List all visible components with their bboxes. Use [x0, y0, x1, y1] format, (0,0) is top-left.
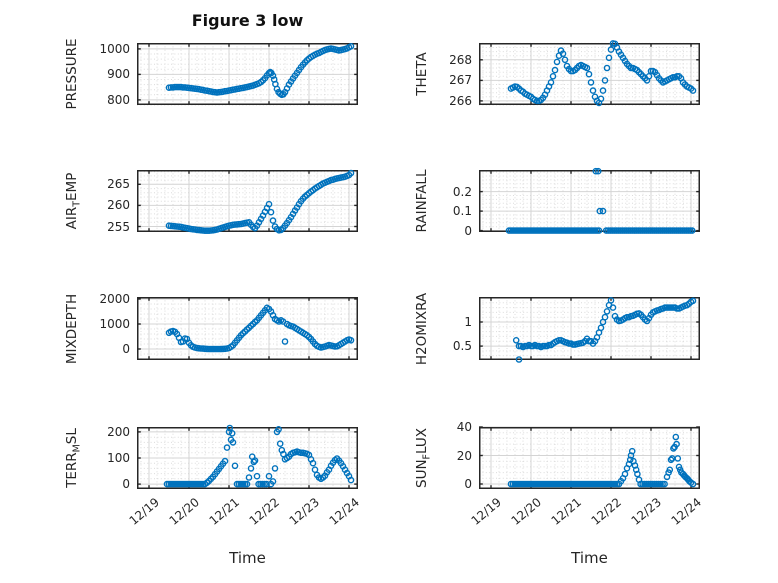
subplot-mixdepth [137, 297, 358, 360]
x-tick-label: 12/24 [668, 495, 704, 528]
y-tick-label: 1 [464, 315, 472, 329]
grid-lines [479, 170, 700, 232]
y-tick-label: 0 [464, 477, 472, 491]
y-tick-label: 1000 [99, 41, 130, 56]
y-tick-label: 20 [456, 448, 472, 463]
x-tick-label: 12/21 [548, 495, 584, 528]
y-axis-label-air-temp: AIRTEMP [64, 172, 83, 230]
y-axis-label-h2omixra: H2OMIXRA [414, 292, 430, 365]
y-tick-label: 0 [122, 477, 130, 492]
data-points [163, 424, 355, 488]
data-points [507, 433, 697, 488]
y-axis-label-theta: THETA [414, 52, 430, 96]
axes-box [479, 297, 700, 360]
y-tick-label: 1000 [99, 317, 130, 331]
subplot-terr-msl [137, 424, 358, 489]
subplot-sun-flux [479, 426, 700, 489]
x-tick-label: 12/20 [508, 495, 544, 528]
y-tick-label: 0.5 [452, 339, 472, 354]
figure-title: Figure 3 low [191, 11, 304, 30]
x-tick-label: 12/23 [628, 495, 664, 528]
y-tick-label: 0.1 [452, 204, 472, 219]
x-tick-label: 12/22 [246, 495, 282, 528]
grid-lines [479, 426, 700, 489]
axes-box [137, 170, 358, 232]
y-axis-label-sun-flux: SUNFLUX [414, 428, 433, 488]
y-tick-label: 266 [449, 93, 472, 108]
y-tick-label: 40 [456, 420, 472, 434]
y-tick-label: 255 [107, 219, 130, 234]
y-axis-label-mixdepth: MIXDEPTH [64, 293, 80, 364]
y-tick-label: 260 [107, 198, 130, 213]
subplot-theta [479, 40, 700, 107]
y-tick-label: 267 [449, 73, 472, 88]
y-axis-label-pressure: PRESSURE [64, 38, 80, 110]
data-points [505, 167, 696, 234]
x-tick-label: 12/19 [126, 495, 162, 528]
y-tick-label: 800 [107, 92, 130, 107]
x-tick-label: 12/22 [588, 495, 624, 528]
subplot-h2omixra [479, 297, 700, 363]
subplot-pressure [137, 43, 358, 106]
subplot-air-temp [137, 169, 358, 235]
y-axis-label-terr-msl: TERRMSL [64, 428, 83, 488]
tick-marks [137, 43, 358, 105]
x-tick-label: 12/19 [468, 495, 504, 528]
x-tick-label: 12/23 [286, 495, 322, 528]
tick-marks [479, 43, 700, 105]
tick-marks [137, 427, 358, 489]
x-tick-label: 12/20 [166, 495, 202, 528]
axes-box [137, 297, 358, 360]
y-tick-label: 265 [107, 177, 130, 192]
grid-lines [479, 42, 700, 106]
y-tick-label: 0.2 [452, 184, 472, 199]
tick-marks [479, 170, 700, 232]
y-tick-label: 200 [107, 424, 130, 439]
y-tick-label: 0 [464, 223, 472, 238]
data-points [165, 169, 355, 235]
y-axis-label-rainfall: RAINFALL [414, 169, 430, 233]
data-points [512, 297, 697, 363]
y-tick-label: 268 [449, 52, 472, 67]
x-axis-label-left: Time [229, 549, 266, 567]
subplot-rainfall [479, 167, 700, 234]
y-tick-label: 100 [107, 451, 130, 465]
data-points [507, 40, 697, 107]
y-tick-label: 900 [107, 67, 130, 82]
x-tick-label: 12/21 [206, 495, 242, 528]
axes-box [479, 43, 700, 105]
x-axis-label-right: Time [571, 549, 608, 567]
y-tick-label: 0 [122, 342, 130, 356]
data-points [165, 43, 355, 99]
x-tick-label: 12/24 [326, 495, 362, 528]
axes-box [479, 427, 700, 489]
data-points [165, 304, 355, 353]
y-tick-label: 2000 [99, 292, 130, 306]
tick-marks [137, 297, 358, 360]
